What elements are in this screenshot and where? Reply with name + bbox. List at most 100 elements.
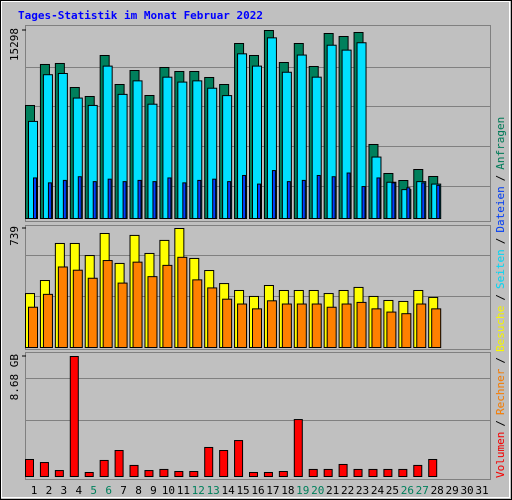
bar [92, 181, 97, 219]
bar [301, 179, 306, 219]
x-tick-label: 13 [207, 484, 220, 497]
legend: Volumen / Rechner / Besuche / Seiten / Dateien / A… [494, 117, 507, 478]
x-tick-label: 22 [341, 484, 354, 497]
legend-entry: Dateien [494, 186, 507, 232]
x-tick-label: 24 [371, 484, 385, 497]
bar [296, 303, 307, 349]
bar [102, 260, 113, 348]
bar [421, 182, 426, 220]
x-tick-label: 28 [431, 484, 444, 497]
legend-separator: / [494, 294, 507, 301]
y-tick-label: 15298 [8, 28, 21, 61]
legend-entry: Rechner [494, 368, 507, 415]
x-tick-label: 1 [31, 484, 38, 497]
legend-entry: Besuche [494, 306, 507, 352]
x-tick-label: 17 [266, 484, 279, 497]
bar [177, 256, 188, 349]
bar [42, 293, 53, 349]
bar [159, 468, 169, 478]
bar [249, 471, 258, 477]
bar [281, 303, 292, 349]
x-tick-label: 3 [61, 484, 68, 497]
bar [227, 181, 232, 219]
bar [361, 186, 366, 219]
bar [242, 174, 247, 219]
bar [237, 303, 248, 349]
bar [308, 468, 318, 478]
bar [266, 300, 277, 348]
bar [182, 182, 187, 220]
bar [263, 471, 273, 477]
x-tick-label: 6 [105, 484, 112, 497]
x-tick-label: 2 [46, 484, 53, 497]
bar [189, 471, 199, 477]
bar [286, 181, 291, 219]
bar [57, 266, 68, 348]
y-tick-label: 739 [8, 226, 21, 246]
bar [428, 458, 438, 477]
panel-frame [25, 352, 491, 480]
bar [47, 182, 52, 220]
x-tick-label: 27 [416, 484, 429, 497]
x-tick-label: 25 [386, 484, 399, 497]
bar [257, 183, 261, 219]
x-tick-label: 31 [475, 484, 488, 497]
bar [69, 356, 79, 477]
bar [33, 177, 37, 219]
bar [278, 471, 288, 477]
x-tick-label: 12 [192, 484, 205, 497]
x-tick-label: 30 [460, 484, 473, 497]
bar [398, 468, 408, 478]
bar [323, 468, 333, 478]
bar [376, 177, 381, 219]
x-tick-label: 18 [281, 484, 294, 497]
bar [132, 261, 143, 348]
bar [129, 464, 139, 478]
bar [406, 187, 411, 219]
bar [122, 181, 127, 219]
bar [431, 308, 442, 348]
bar [167, 177, 172, 219]
legend-separator: / [494, 357, 507, 364]
bar [28, 306, 38, 348]
bar [212, 178, 217, 219]
bar [25, 458, 34, 477]
x-tick-label: 14 [222, 484, 236, 497]
x-tick-label: 19 [296, 484, 309, 497]
x-tick-label: 4 [75, 484, 82, 497]
bar [72, 269, 83, 348]
bar [368, 468, 378, 478]
bar [62, 179, 67, 219]
bar [39, 462, 49, 477]
bar [326, 306, 337, 348]
bar [234, 440, 244, 477]
chart-title: Tages-Statistik im Monat Februar 2022 [18, 9, 263, 22]
bar [144, 470, 154, 477]
x-tick-label: 7 [120, 484, 127, 497]
bar [114, 450, 124, 477]
x-tick-label: 16 [251, 484, 264, 497]
bar [222, 298, 233, 348]
bar [311, 303, 322, 349]
bar [84, 471, 94, 477]
y-tick-label: 8.68 GB [8, 354, 21, 401]
bar [391, 182, 396, 220]
x-tick-label: 5 [90, 484, 97, 497]
x-tick-label: 21 [326, 484, 339, 497]
bar [152, 181, 157, 219]
bar [77, 176, 82, 220]
bar [87, 277, 98, 348]
x-tick-label: 23 [356, 484, 369, 497]
bar [137, 179, 142, 219]
bar [147, 276, 158, 348]
x-tick-label: 8 [135, 484, 142, 497]
bar [174, 471, 184, 477]
x-tick-label: 20 [311, 484, 324, 497]
bar [197, 179, 202, 219]
bar [219, 450, 229, 477]
bar [383, 468, 393, 478]
bar [192, 279, 203, 349]
legend-entry: Anfragen [494, 117, 507, 170]
